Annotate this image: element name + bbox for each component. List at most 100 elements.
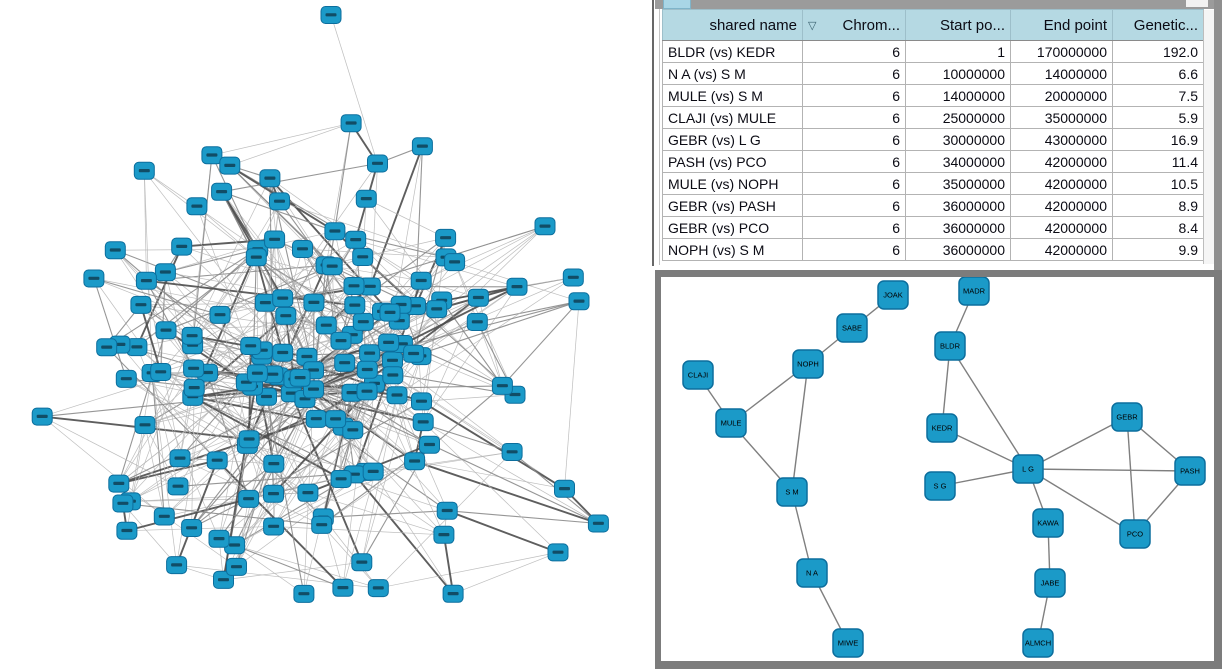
network-node[interactable] — [345, 230, 367, 249]
network-node[interactable] — [444, 253, 466, 272]
column-header-4[interactable]: Genetic... — [1112, 9, 1204, 41]
network-node[interactable] — [31, 407, 53, 426]
node-pco[interactable]: PCO — [1119, 519, 1151, 549]
network-node[interactable] — [334, 353, 356, 372]
network-node[interactable] — [269, 192, 290, 211]
network-node[interactable] — [201, 146, 223, 165]
network-node[interactable] — [332, 578, 354, 597]
network-node[interactable] — [150, 363, 172, 381]
network-node[interactable] — [411, 137, 433, 156]
network-node[interactable] — [436, 501, 458, 520]
node-joak[interactable]: JOAK — [877, 280, 909, 310]
network-node[interactable] — [133, 161, 155, 180]
network-node[interactable] — [367, 154, 388, 173]
network-node[interactable] — [224, 536, 246, 555]
network-node[interactable] — [154, 263, 176, 282]
overview-network-panel[interactable] — [0, 0, 652, 669]
network-node[interactable] — [275, 306, 297, 325]
table-row[interactable]: MULE (vs) NOPH 6 35000000 42000000 10.5 — [662, 172, 1204, 195]
table-vertical-scrollbar[interactable] — [1203, 10, 1215, 264]
table-row[interactable]: PASH (vs) PCO 6 34000000 42000000 11.4 — [662, 150, 1204, 173]
network-node[interactable] — [104, 241, 126, 260]
network-node[interactable] — [342, 421, 364, 440]
network-node[interactable] — [562, 268, 584, 287]
network-node[interactable] — [219, 156, 241, 175]
network-node[interactable] — [315, 316, 337, 335]
node-gebr[interactable]: GEBR — [1111, 402, 1143, 432]
network-node[interactable] — [259, 169, 281, 188]
column-header-1[interactable]: ▽ Chrom... — [802, 9, 906, 41]
subnetwork-canvas[interactable]: JOAK MADR SABE BLDR NOPH CLAJI MULE KEDR GEBR L G… — [661, 276, 1214, 661]
network-node[interactable] — [412, 413, 434, 432]
network-node[interactable] — [292, 240, 313, 258]
table-row[interactable]: GEBR (vs) PASH 6 36000000 42000000 8.9 — [662, 194, 1204, 217]
network-node[interactable] — [378, 333, 400, 352]
network-node[interactable] — [83, 269, 105, 288]
table-row[interactable]: BLDR (vs) KEDR 6 1 170000000 192.0 — [662, 40, 1204, 63]
network-node[interactable] — [330, 470, 352, 488]
network-node[interactable] — [289, 368, 311, 387]
network-node[interactable] — [311, 515, 333, 534]
table-row[interactable]: GEBR (vs) L G 6 30000000 43000000 16.9 — [662, 128, 1204, 151]
network-node[interactable] — [293, 584, 315, 603]
network-node[interactable] — [554, 479, 575, 498]
network-node[interactable] — [419, 435, 440, 454]
table-row[interactable]: GEBR (vs) PCO 6 36000000 42000000 8.4 — [662, 216, 1204, 239]
node-s-g[interactable]: S G — [924, 471, 956, 501]
node-sabe[interactable]: SABE — [836, 313, 868, 343]
network-node[interactable] — [303, 293, 325, 312]
network-node[interactable] — [356, 360, 378, 379]
network-node[interactable] — [442, 584, 464, 603]
network-node[interactable] — [325, 410, 347, 429]
network-node[interactable] — [134, 416, 156, 434]
network-node[interactable] — [404, 452, 426, 471]
network-node[interactable] — [211, 182, 233, 201]
network-node[interactable] — [181, 519, 203, 537]
network-node[interactable] — [382, 366, 404, 385]
network-node[interactable] — [433, 525, 455, 544]
network-node[interactable] — [410, 271, 432, 290]
network-node[interactable] — [116, 521, 138, 540]
table-row[interactable]: NOPH (vs) S M 6 36000000 42000000 9.9 — [662, 238, 1204, 261]
network-node[interactable] — [112, 494, 134, 513]
network-node[interactable] — [352, 312, 374, 331]
network-node[interactable] — [264, 230, 286, 249]
overview-network-canvas[interactable] — [0, 0, 652, 669]
network-node[interactable] — [206, 451, 228, 470]
node-l-g[interactable]: L G — [1012, 454, 1044, 484]
network-node[interactable] — [181, 326, 203, 345]
tab-chip[interactable] — [663, 0, 691, 9]
network-node[interactable] — [153, 507, 175, 526]
node-jabe[interactable]: JABE — [1034, 568, 1066, 598]
network-node[interactable] — [263, 454, 285, 473]
node-miwe[interactable]: MIWE — [832, 628, 864, 658]
node-almch[interactable]: ALMCH — [1022, 628, 1054, 658]
network-node[interactable] — [320, 6, 342, 24]
network-node[interactable] — [467, 288, 489, 307]
network-node[interactable] — [108, 474, 130, 493]
network-node[interactable] — [183, 378, 205, 397]
network-node[interactable] — [435, 228, 457, 247]
table-row[interactable]: MULE (vs) S M 6 14000000 20000000 7.5 — [662, 84, 1204, 107]
network-node[interactable] — [115, 369, 137, 388]
column-header-2[interactable]: Start po... — [905, 9, 1011, 41]
network-node[interactable] — [330, 331, 352, 350]
node-noph[interactable]: NOPH — [792, 349, 824, 379]
network-node[interactable] — [226, 557, 247, 576]
network-node[interactable] — [263, 484, 284, 503]
network-node[interactable] — [355, 189, 377, 208]
network-node[interactable] — [297, 483, 319, 502]
network-node[interactable] — [386, 386, 408, 405]
network-node[interactable] — [359, 277, 381, 296]
node-n-a[interactable]: N A — [796, 558, 828, 588]
subnetwork-panel[interactable]: JOAK MADR SABE BLDR NOPH CLAJI MULE KEDR GEBR L G… — [661, 276, 1214, 661]
network-node[interactable] — [351, 553, 373, 572]
network-node[interactable] — [403, 344, 425, 363]
network-node[interactable] — [238, 489, 260, 508]
network-node[interactable] — [321, 257, 343, 276]
edge-attribute-table[interactable]: shared name ▽ Chrom... Start po... End point… — [662, 9, 1204, 261]
network-node[interactable] — [246, 364, 268, 383]
network-node[interactable] — [501, 443, 523, 461]
network-node[interactable] — [379, 303, 401, 322]
panel-splitter[interactable] — [652, 0, 654, 266]
